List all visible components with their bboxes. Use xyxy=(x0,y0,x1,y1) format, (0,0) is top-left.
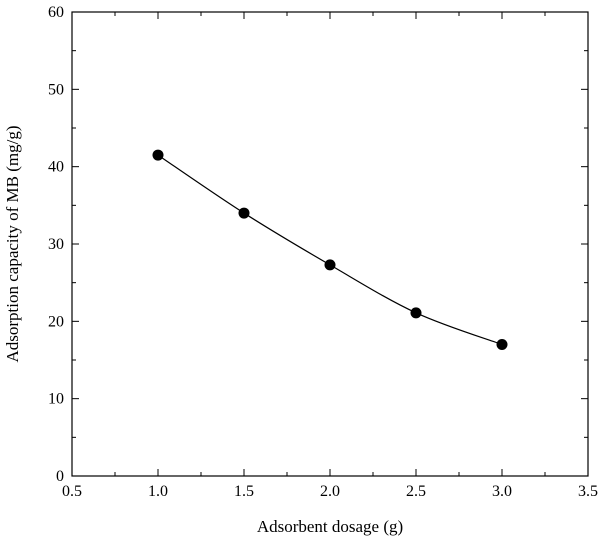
x-axis-ticks: 0.5 1.0 1.5 2.0 2.5 3.0 3.5 xyxy=(62,12,598,500)
data-point xyxy=(238,207,250,219)
x-tick-label: 2.5 xyxy=(406,483,426,500)
data-point xyxy=(152,149,164,161)
y-tick-label: 10 xyxy=(48,391,64,408)
y-axis-title: Adsorption capacity of MB (mg/g) xyxy=(3,125,22,362)
x-axis-title: Adsorbent dosage (g) xyxy=(257,517,403,536)
data-point xyxy=(324,259,336,271)
x-tick-label: 0.5 xyxy=(62,483,82,500)
data-point xyxy=(496,339,508,351)
x-tick-label: 3.0 xyxy=(492,483,512,500)
plot-frame xyxy=(71,11,589,477)
y-tick-label: 30 xyxy=(48,236,64,253)
y-tick-label: 50 xyxy=(48,81,64,98)
series-line xyxy=(157,154,503,346)
y-axis-ticks: 0 10 20 30 40 50 60 xyxy=(48,4,588,485)
series xyxy=(152,149,508,351)
x-tick-label: 1.5 xyxy=(234,483,254,500)
x-tick-label: 3.5 xyxy=(578,483,598,500)
data-point xyxy=(410,307,422,319)
y-tick-label: 40 xyxy=(48,159,64,176)
x-tick-label: 1.0 xyxy=(148,483,168,500)
y-tick-label: 0 xyxy=(56,468,64,485)
y-tick-label: 60 xyxy=(48,4,64,21)
x-tick-label: 2.0 xyxy=(320,483,340,500)
y-tick-label: 20 xyxy=(48,313,64,330)
axes xyxy=(71,11,589,477)
